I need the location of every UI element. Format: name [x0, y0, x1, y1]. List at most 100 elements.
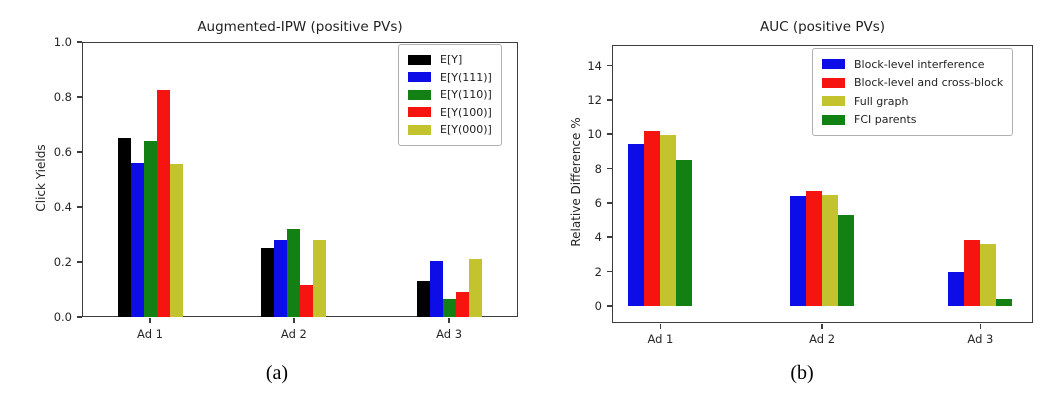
- legend: Block-level interference Block-level and …: [812, 48, 1014, 136]
- x-tick-label: Ad 2: [280, 327, 307, 341]
- bar-ad3-series-2: [442, 299, 456, 317]
- y-tick-mark: [77, 151, 82, 153]
- x-tick-label: Ad 1: [647, 332, 674, 346]
- legend-label: FCI parents: [854, 113, 917, 127]
- x-tick-label: Ad 1: [137, 327, 163, 341]
- legend-swatch: [822, 77, 845, 88]
- bar-ad1-series-3: [676, 159, 693, 306]
- legend-label: E[Y(111)]: [440, 70, 492, 84]
- y-axis-label: Relative Difference %: [569, 117, 583, 247]
- y-tick-mark: [77, 316, 82, 318]
- bar-ad3-series-0: [416, 281, 430, 317]
- bar-ad2-series-4: [313, 240, 327, 317]
- y-tick-label: 0: [594, 298, 602, 313]
- y-tick-mark: [607, 133, 612, 136]
- y-tick-label: 0.2: [53, 255, 72, 269]
- legend-label: E[Y(100)]: [440, 105, 492, 119]
- bar-ad1-series-0: [117, 138, 131, 317]
- bar-ad3-series-0: [948, 271, 965, 306]
- legend-swatch: [408, 54, 431, 65]
- legend-swatch: [822, 96, 845, 107]
- y-axis-label: Click Yields: [34, 143, 48, 212]
- bar-ad2-series-3: [300, 285, 314, 317]
- x-tick-label: Ad 2: [809, 332, 836, 346]
- subfigure-caption-b: (b): [790, 362, 814, 384]
- x-tick-label: Ad 3: [436, 327, 463, 341]
- legend-swatch: [822, 114, 845, 125]
- x-tick-mark: [821, 323, 823, 329]
- chart-panel-b: AUC (positive PVs) Relative Difference % 0…: [530, 0, 1059, 409]
- bar-ad2-series-2: [287, 229, 301, 317]
- y-tick-label: 0.8: [53, 90, 72, 104]
- y-tick-mark: [607, 305, 612, 307]
- y-tick-label: 0.6: [53, 145, 72, 159]
- legend-label: Block-level and cross-block: [854, 76, 1004, 90]
- legend-item: Block-level and cross-block: [822, 74, 1003, 93]
- legend-swatch: [408, 72, 431, 83]
- bar-ad3-series-3: [996, 298, 1013, 306]
- x-tick-mark: [979, 323, 982, 329]
- bar-ad1-series-0: [628, 143, 645, 306]
- y-tick-mark: [607, 236, 612, 238]
- legend-item: E[Y(111)]: [408, 69, 492, 87]
- y-tick-label: 12: [587, 92, 602, 107]
- x-tick-label: Ad 3: [967, 332, 994, 346]
- legend-label: Full graph: [854, 94, 909, 108]
- y-tick-mark: [77, 206, 82, 208]
- y-tick-mark: [607, 64, 612, 67]
- y-tick-mark: [607, 99, 612, 101]
- chart-title: AUC (positive PVs): [759, 19, 886, 35]
- bar-ad3-series-4: [468, 259, 482, 317]
- legend-label: Block-level interference: [854, 57, 985, 71]
- y-tick-label: 10: [587, 127, 602, 142]
- y-tick-label: 1.0: [53, 35, 72, 49]
- bar-ad2-series-3: [838, 214, 855, 306]
- y-tick-mark: [77, 261, 82, 263]
- legend-item: FCI parents: [822, 111, 1003, 130]
- legend-item: Block-level interference: [822, 55, 1003, 74]
- y-tick-label: 6: [594, 195, 602, 210]
- legend-item: E[Y(000)]: [408, 121, 492, 139]
- legend-label: E[Y(110)]: [440, 88, 492, 102]
- bar-ad1-series-2: [143, 141, 157, 317]
- legend-item: E[Y]: [408, 51, 492, 69]
- bar-ad3-series-1: [429, 260, 443, 317]
- y-tick-label: 8: [594, 161, 602, 176]
- bar-chart-auc: AUC (positive PVs) Relative Difference % 0…: [530, 0, 1059, 409]
- legend-item: E[Y(100)]: [408, 104, 492, 122]
- y-tick-label: 0.4: [53, 200, 72, 214]
- chart-title: Augmented-IPW (positive PVs): [197, 19, 403, 35]
- y-tick-mark: [607, 167, 612, 170]
- y-tick-label: 0.0: [53, 310, 72, 324]
- y-tick-mark: [77, 96, 82, 98]
- bar-ad3-series-1: [964, 239, 981, 306]
- legend-swatch: [408, 107, 431, 118]
- y-tick-label: 14: [587, 58, 602, 73]
- legend-swatch: [408, 124, 431, 135]
- bar-ad3-series-2: [980, 244, 997, 306]
- legend-swatch: [408, 89, 431, 100]
- y-tick-mark: [607, 270, 612, 273]
- bar-ad1-series-4: [169, 164, 183, 317]
- bar-ad2-series-0: [790, 196, 807, 306]
- bar-ad2-series-1: [806, 190, 823, 306]
- legend: E[Y] E[Y(111)] E[Y(110)] E[Y(100)] E[Y(000)]: [398, 44, 502, 146]
- subfigure-caption-a: (a): [265, 362, 289, 384]
- legend-item: E[Y(110)]: [408, 86, 492, 104]
- x-tick-mark: [448, 317, 450, 323]
- bar-ad2-series-2: [822, 195, 839, 306]
- x-tick-mark: [293, 317, 295, 323]
- y-tick-label: 2: [594, 264, 602, 279]
- bar-ad1-series-1: [130, 163, 144, 317]
- bar-ad1-series-3: [156, 90, 170, 317]
- bar-ad3-series-3: [455, 292, 469, 317]
- x-tick-mark: [149, 317, 151, 323]
- bar-ad2-series-0: [261, 248, 275, 317]
- legend-label: E[Y]: [440, 53, 463, 67]
- y-tick-mark: [77, 41, 82, 43]
- bar-ad1-series-1: [644, 130, 661, 306]
- y-tick-mark: [607, 202, 612, 204]
- legend-item: Full graph: [822, 92, 1003, 111]
- bar-chart-augmented-ipw: Augmented-IPW (positive PVs) Click Yields…: [34, 19, 518, 341]
